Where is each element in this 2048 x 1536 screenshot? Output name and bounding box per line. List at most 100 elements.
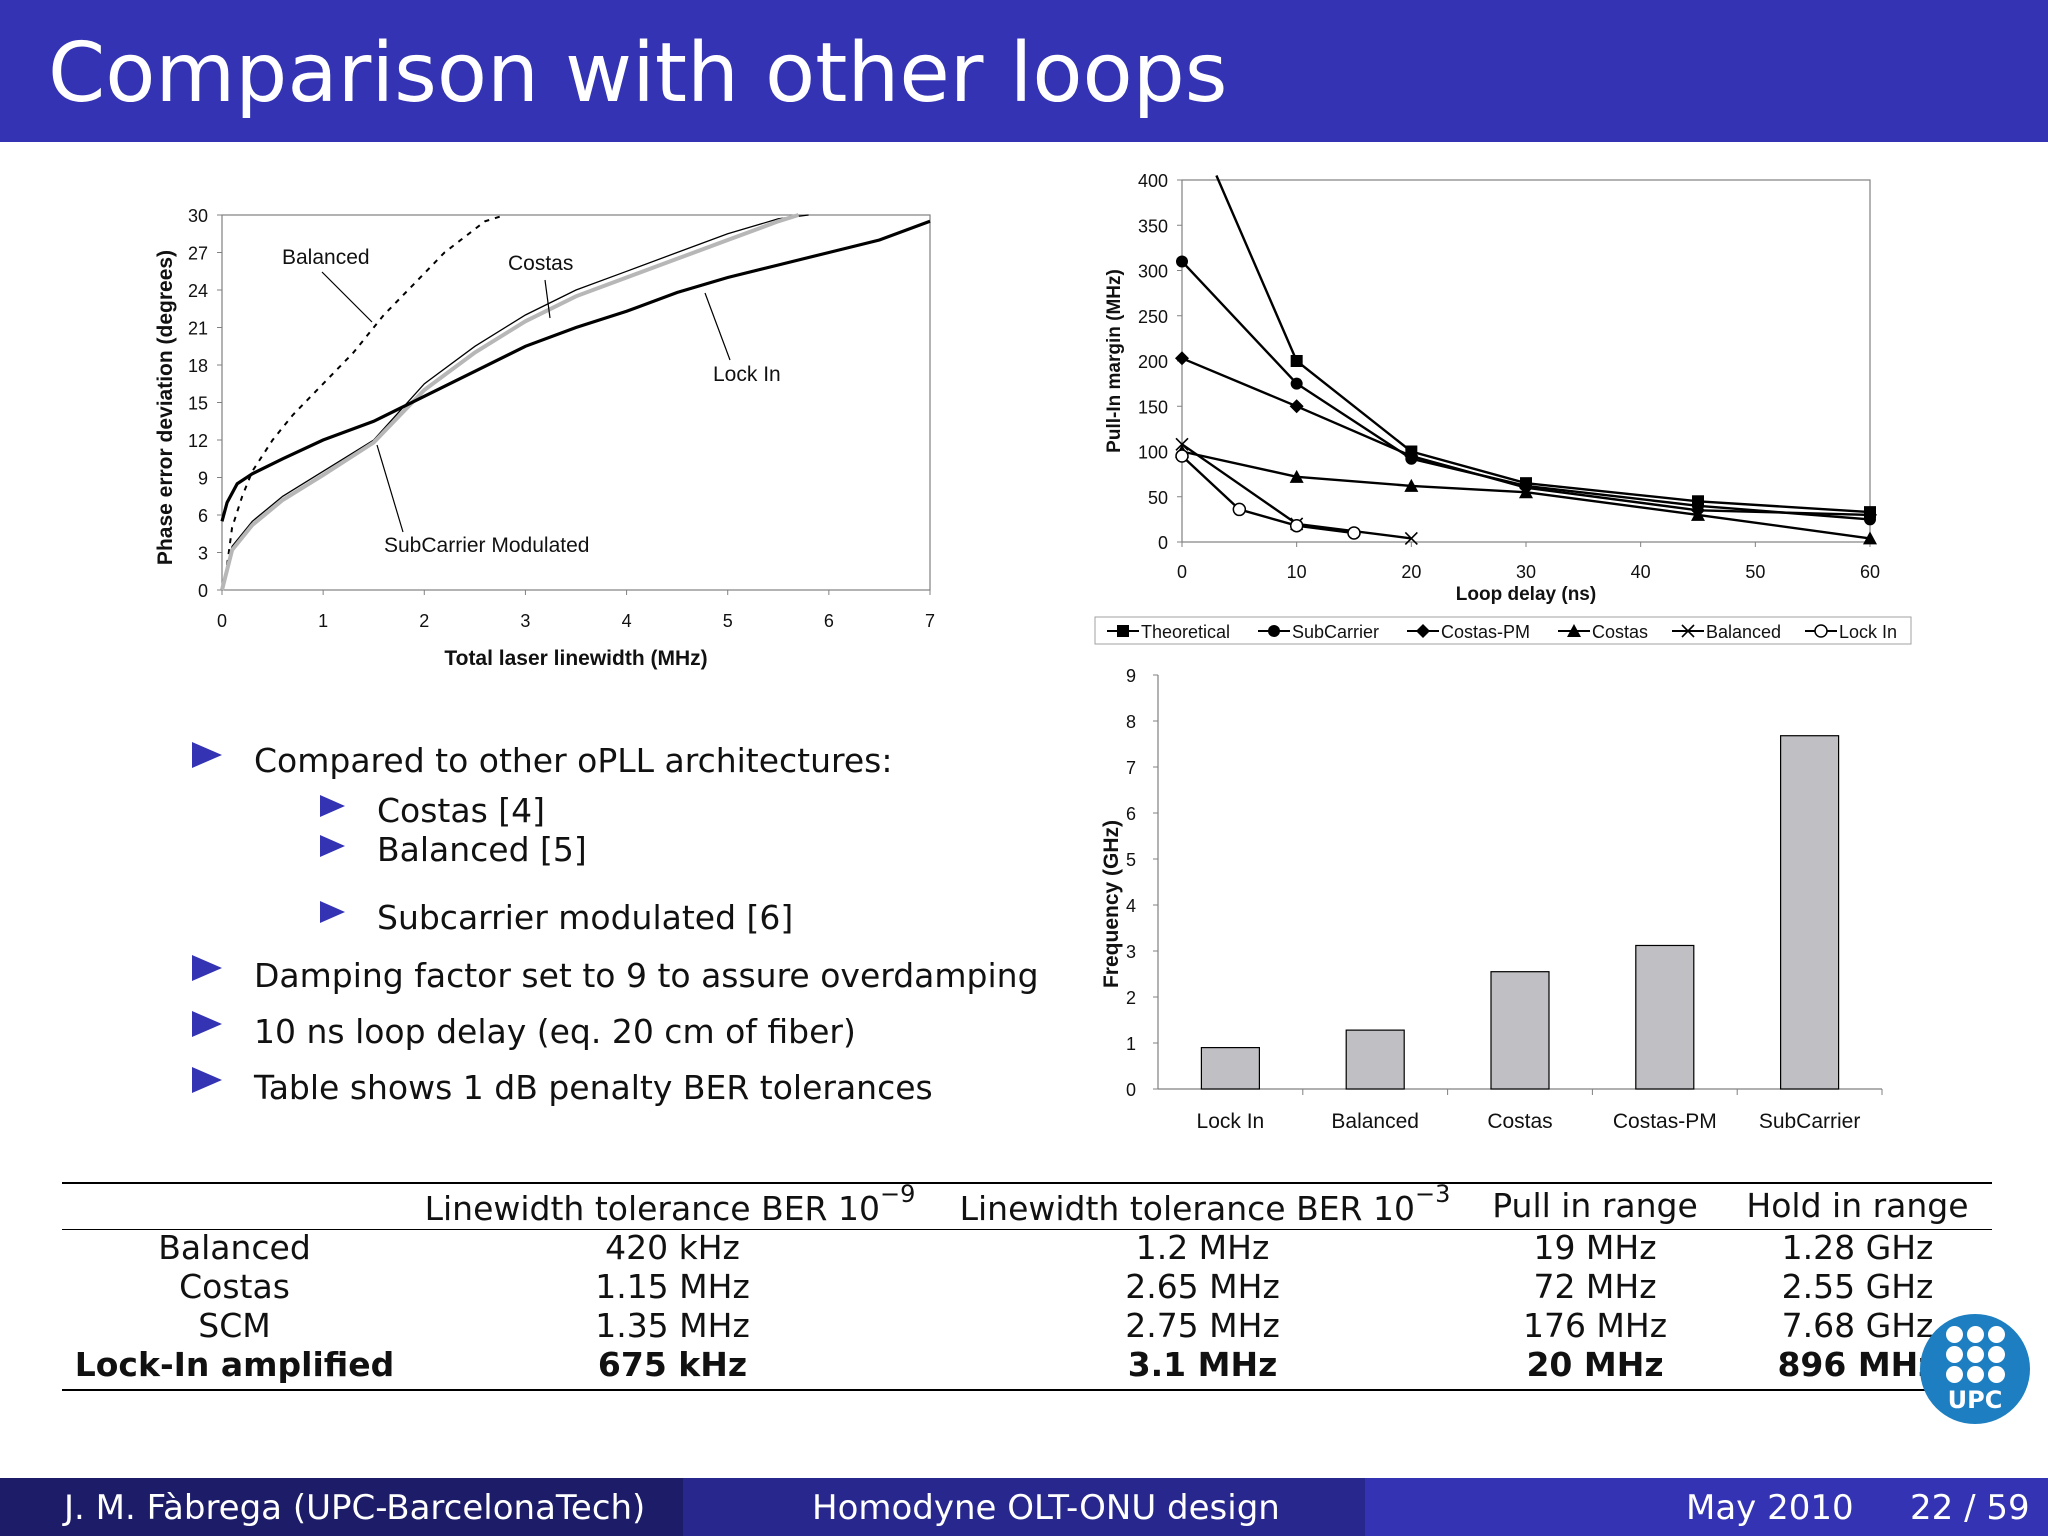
- legend-marker: [1567, 624, 1581, 637]
- data-point: [1691, 507, 1705, 521]
- footer-author: J. M. Fàbrega (UPC-BarcelonaTech): [64, 1488, 646, 1528]
- series-line-theoretical: [1215, 175, 1871, 514]
- data-point: [1347, 526, 1361, 540]
- data-point: [1232, 502, 1247, 517]
- x-axis-label: Loop delay (ns): [1456, 584, 1596, 605]
- data-point: [1289, 469, 1304, 483]
- table-header-rule: [62, 1229, 1992, 1230]
- table-cell: 1.35 MHz: [595, 1306, 750, 1345]
- table-header-cell: Hold in range: [1746, 1186, 1969, 1225]
- legend-marker: [1681, 624, 1695, 638]
- y-tick-label: 27: [188, 244, 208, 264]
- data-point: [1404, 449, 1419, 464]
- y-tick-label: 4: [1126, 896, 1136, 916]
- bar: [1635, 944, 1695, 1090]
- data-point: [1404, 478, 1419, 492]
- y-tick-label: 6: [198, 506, 208, 526]
- x-tick-label: 20: [1401, 562, 1421, 582]
- table-cell: 1.2 MHz: [1135, 1228, 1270, 1267]
- y-tick-label: 24: [188, 281, 208, 301]
- table-cell: 72 MHz: [1533, 1267, 1657, 1306]
- legend-label: Costas-PM: [1441, 622, 1530, 642]
- x-tick-label: 1: [318, 611, 328, 631]
- bullet-marker: [192, 1067, 222, 1093]
- y-tick-label: 8: [1126, 712, 1136, 732]
- table-cell: 675 kHz: [597, 1345, 748, 1384]
- series-line-subcarrier-modulated: [220, 213, 800, 591]
- y-tick-label: 7: [1126, 758, 1136, 778]
- table-cell: 2.55 GHz: [1781, 1267, 1934, 1306]
- footer-left-segment: [0, 1478, 683, 1536]
- table-cell: Balanced: [158, 1228, 311, 1267]
- legend-label: SubCarrier: [1292, 622, 1379, 642]
- footer: J. M. Fàbrega (UPC-BarcelonaTech) Homody…: [0, 1478, 2048, 1536]
- data-point: [1863, 507, 1877, 522]
- table-header-cell: Linewidth tolerance BER 10−9: [424, 1180, 916, 1228]
- data-point: [1289, 399, 1304, 414]
- annotation-arrow: [704, 292, 731, 361]
- table-header-cell: Linewidth tolerance BER 10−3: [959, 1180, 1451, 1228]
- annotation-costas: Costas: [508, 252, 573, 275]
- y-tick-label: 9: [1126, 666, 1136, 686]
- x-tick-label: Costas-PM: [1613, 1110, 1717, 1133]
- y-tick-label: 3: [198, 544, 208, 564]
- bar: [1490, 971, 1550, 1090]
- y-tick-label: 5: [1126, 850, 1136, 870]
- table-cell: 1.15 MHz: [595, 1267, 750, 1306]
- y-tick-label: 150: [1138, 397, 1168, 417]
- x-tick-label: 6: [824, 611, 834, 631]
- table-bottom-rule: [62, 1389, 1992, 1391]
- y-tick-label: 400: [1138, 171, 1168, 191]
- slide-title: Comparison with other loops: [48, 26, 1228, 121]
- legend-label: Balanced: [1706, 622, 1781, 642]
- legend-marker: [1268, 625, 1280, 637]
- annotation-lock-in: Lock In: [713, 363, 781, 386]
- bullet-item: 10 ns loop delay (eq. 20 cm of fiber): [254, 1012, 856, 1051]
- y-tick-label: 300: [1138, 262, 1168, 282]
- y-tick-label: 18: [188, 356, 208, 376]
- annotation-arrow: [321, 271, 373, 323]
- table-cell: Lock-In amplified: [74, 1345, 395, 1384]
- logo-text: UPC: [1947, 1386, 2003, 1414]
- y-tick-label: 250: [1138, 307, 1168, 327]
- y-tick-label: 3: [1126, 942, 1136, 962]
- legend-marker: [1814, 624, 1828, 638]
- y-tick-label: 6: [1126, 804, 1136, 824]
- y-tick-label: 0: [1126, 1080, 1136, 1100]
- x-tick-label: 0: [217, 611, 227, 631]
- y-tick-label: 2: [1126, 988, 1136, 1008]
- data-point: [1404, 531, 1418, 545]
- series-line-costas: [221, 214, 809, 591]
- x-tick-label: 2: [419, 611, 429, 631]
- series-line-costas: [1181, 450, 1871, 540]
- sub-bullet-item: Subcarrier modulated [6]: [377, 898, 794, 937]
- y-tick-label: 21: [188, 319, 208, 339]
- bullet-item: Damping factor set to 9 to assure overda…: [254, 956, 1039, 995]
- data-point: [1290, 355, 1303, 367]
- bullet-marker: [192, 955, 222, 981]
- y-axis-label: Pull-In margin (MHz): [1104, 269, 1125, 453]
- y-axis-label: Phase error deviation (degrees): [154, 250, 177, 565]
- x-tick-label: 30: [1516, 562, 1536, 582]
- sub-bullet-item: Costas [4]: [377, 791, 546, 830]
- data-point: [1289, 518, 1304, 533]
- x-tick-label: Costas: [1487, 1110, 1552, 1133]
- bullet-item: Table shows 1 dB penalty BER tolerances: [254, 1068, 933, 1107]
- footer-talk-title: Homodyne OLT-ONU design: [812, 1488, 1280, 1528]
- series-line-lock-in: [220, 219, 931, 522]
- upc-logo: UPC: [1920, 1314, 2030, 1424]
- x-tick-label: 50: [1745, 562, 1765, 582]
- footer-right-segment: [1365, 1478, 2048, 1536]
- x-tick-label: 4: [622, 611, 632, 631]
- x-tick-label: 60: [1860, 562, 1880, 582]
- table-cell: 19 MHz: [1533, 1228, 1657, 1267]
- x-tick-label: 7: [925, 611, 935, 631]
- data-point: [1175, 351, 1189, 366]
- y-tick-label: 0: [198, 581, 208, 601]
- y-tick-label: 0: [1158, 533, 1168, 553]
- table-cell: SCM: [198, 1306, 271, 1345]
- footer-page-number: 22 / 59: [1910, 1488, 2030, 1528]
- legend-label: Lock In: [1839, 622, 1897, 642]
- table-cell: 3.1 MHz: [1127, 1345, 1278, 1384]
